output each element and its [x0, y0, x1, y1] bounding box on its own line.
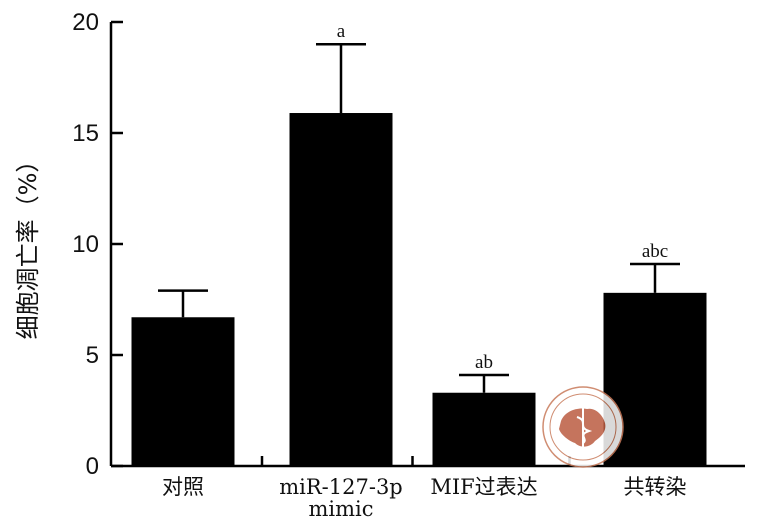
- bar: [432, 392, 536, 466]
- y-tick-label: 20: [72, 9, 99, 36]
- x-category-label: miR-127-3p: [279, 475, 403, 499]
- watermark-seal: [542, 386, 624, 468]
- bar: [131, 317, 235, 466]
- significance-label: abc: [642, 241, 668, 262]
- bars: [131, 113, 707, 467]
- y-tick-label: 10: [72, 231, 99, 258]
- x-category-label: mimic: [308, 497, 373, 521]
- bar: [289, 113, 393, 467]
- error-bars: [158, 42, 680, 393]
- x-category-label: 对照: [162, 475, 204, 499]
- y-axis-label: 细胞凋亡率（%）: [14, 149, 42, 340]
- significance-label: a: [337, 21, 346, 42]
- x-category-label: 共转染: [624, 475, 687, 499]
- x-category-label: MIF过表达: [430, 475, 537, 499]
- y-tick-label: 0: [86, 453, 99, 480]
- staff-symbol: [576, 405, 593, 449]
- y-tick-label: 5: [86, 342, 99, 369]
- y-tick-label: 15: [72, 120, 99, 147]
- significance-label: ab: [475, 352, 493, 373]
